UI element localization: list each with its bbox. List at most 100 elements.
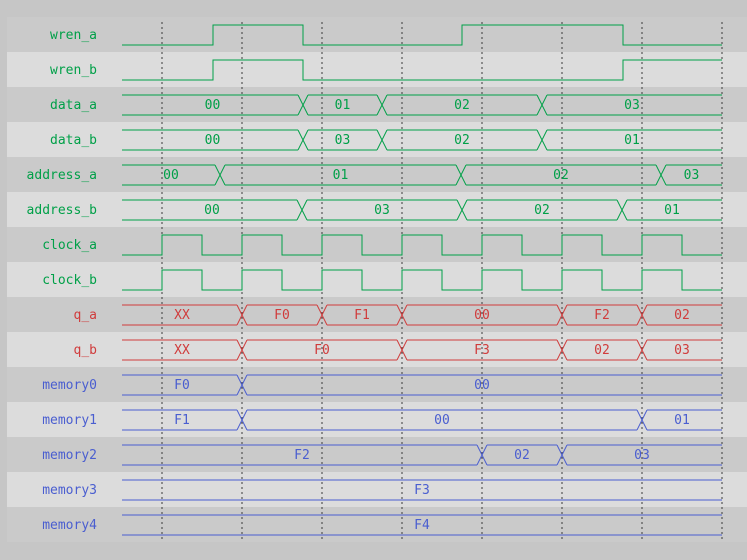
row-band [7,157,747,192]
waveform-address_a[interactable]: 00 01 02 03 [122,164,722,186]
row-band [7,87,747,122]
waveform-address_b[interactable]: 00 03 02 01 [122,199,722,221]
bus-value: 03 [624,98,640,113]
bus-value: 03 [674,343,690,358]
bus-transition [214,164,226,186]
bus-value: 02 [454,98,470,113]
signal-label-clock_b[interactable]: clock_b [42,273,97,288]
bus-value: 00 [204,203,220,218]
bus-value: 00 [474,308,490,323]
row-band [7,332,747,367]
waveform-memory3[interactable]: F3 [122,479,722,501]
signal-label-memory3[interactable]: memory3 [42,483,97,498]
bus-transition [296,199,308,221]
bus-value: 00 [474,378,490,393]
row-band [7,122,747,157]
bus-value: 03 [634,448,650,463]
bus-value: 00 [434,413,450,428]
logic-wave-shape [122,59,722,81]
signal-label-clock_a[interactable]: clock_a [42,238,97,253]
bus-value: F4 [414,518,430,533]
bus-transition [556,339,568,361]
row-band [7,437,747,472]
waveform-memory0[interactable]: F0 00 [122,374,722,396]
bus-transition [236,409,248,431]
bus-value: XX [174,343,190,358]
bus-value: F0 [314,343,330,358]
bus-value: F0 [174,378,190,393]
bus-transition [455,164,467,186]
bus-value: 01 [333,168,349,183]
signal-label-wren_b[interactable]: wren_b [50,63,97,78]
bus-transition [396,304,408,326]
signal-label-wren_a[interactable]: wren_a [50,28,97,43]
waveform-data_a[interactable]: 00 01 02 03 [122,94,722,116]
bus-transition [536,129,548,151]
bus-transition [297,129,309,151]
bus-value: XX [174,308,190,323]
bus-value: F1 [174,413,190,428]
bus-value: 01 [624,133,640,148]
bus-transition [655,164,667,186]
bus-transition [316,304,328,326]
signal-label-memory2[interactable]: memory2 [42,448,97,463]
bus-transition [536,94,548,116]
row-band [7,17,747,52]
bus-transition [476,444,488,466]
bus-value: F2 [594,308,610,323]
row-band [7,262,747,297]
waveform-memory2[interactable]: F2 02 03 [122,444,722,466]
waveform-q_b[interactable]: XX F0 F3 02 03 [122,339,722,361]
signal-label-q_a[interactable]: q_a [74,308,97,323]
bus-transition [297,94,309,116]
bus-value: F1 [354,308,370,323]
bus-value: 02 [594,343,610,358]
waveform-clock_b[interactable] [122,269,722,291]
bus-value: 03 [374,203,390,218]
row-band [7,52,747,87]
bus-value: 00 [163,168,179,183]
bus-transition [376,129,388,151]
signal-label-address_a[interactable]: address_a [27,168,97,183]
logic-wave-shape [122,24,722,46]
bus-transition [376,94,388,116]
row-band [7,402,747,437]
bus-value: 02 [534,203,550,218]
bus-transition [456,199,468,221]
bus-transition [636,304,648,326]
bus-value: 00 [205,98,221,113]
bus-transition [556,444,568,466]
bus-value: F3 [474,343,490,358]
signal-label-data_b[interactable]: data_b [50,133,97,148]
waveform-wren_b[interactable] [122,59,722,81]
signal-label-memory1[interactable]: memory1 [42,413,97,428]
row-band [7,192,747,227]
bus-value: F2 [294,448,310,463]
waveform-data_b[interactable]: 00 03 02 01 [122,129,722,151]
bus-value: 03 [684,168,700,183]
bus-value: 01 [335,98,351,113]
bus-transition [636,339,648,361]
signal-label-q_b[interactable]: q_b [74,343,98,358]
logic-wave-shape [122,269,722,291]
bus-transition [556,304,568,326]
signal-label-memory4[interactable]: memory4 [42,518,97,533]
bus-transition [236,374,248,396]
row-band [7,297,747,332]
bus-value: 02 [514,448,530,463]
bus-value: F3 [414,483,430,498]
bus-transition [396,339,408,361]
waveform-clock_a[interactable] [122,234,722,256]
bus-value: 02 [674,308,690,323]
bus-value: 03 [335,133,351,148]
bus-value: F0 [274,308,290,323]
signal-label-address_b[interactable]: address_b [27,203,98,218]
waveform-memory4[interactable]: F4 [122,514,722,536]
waveform-memory1[interactable]: F1 00 01 [122,409,722,431]
waveform-q_a[interactable]: XX F0 F1 00 F2 02 [122,304,722,326]
waveform-wren_a[interactable] [122,24,722,46]
signal-label-data_a[interactable]: data_a [50,98,97,113]
signal-label-memory0[interactable]: memory0 [42,378,97,393]
